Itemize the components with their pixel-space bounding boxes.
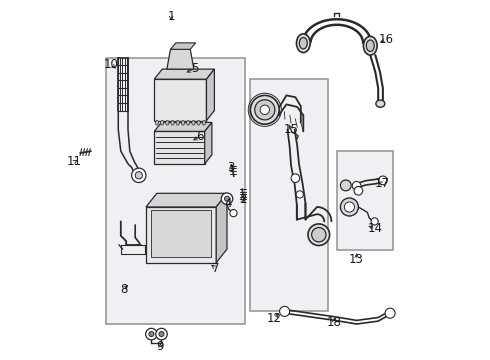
Text: 3: 3	[228, 161, 235, 174]
Circle shape	[135, 172, 143, 179]
Text: 7: 7	[212, 262, 219, 275]
Circle shape	[260, 105, 270, 114]
Ellipse shape	[296, 34, 310, 53]
Circle shape	[221, 193, 233, 204]
Circle shape	[280, 306, 290, 316]
Circle shape	[379, 176, 387, 185]
Circle shape	[341, 180, 351, 191]
Circle shape	[371, 218, 378, 225]
Ellipse shape	[202, 120, 205, 125]
Ellipse shape	[181, 120, 185, 125]
Polygon shape	[171, 43, 196, 49]
Circle shape	[156, 328, 167, 340]
Text: 17: 17	[375, 177, 390, 190]
Circle shape	[132, 168, 146, 183]
Circle shape	[224, 196, 229, 201]
Text: 15: 15	[284, 123, 298, 136]
Text: 16: 16	[379, 33, 393, 46]
Bar	[337, 151, 392, 250]
Text: 9: 9	[157, 340, 164, 353]
Polygon shape	[146, 193, 227, 207]
Text: 11: 11	[67, 156, 81, 168]
Text: 6: 6	[196, 130, 204, 143]
Circle shape	[308, 224, 330, 246]
Polygon shape	[154, 79, 206, 121]
Text: 1: 1	[168, 10, 175, 23]
Ellipse shape	[187, 120, 190, 125]
Circle shape	[146, 328, 157, 340]
Polygon shape	[167, 49, 194, 69]
Circle shape	[344, 202, 354, 212]
Circle shape	[291, 174, 300, 183]
Ellipse shape	[367, 40, 374, 51]
Ellipse shape	[364, 36, 377, 55]
Circle shape	[255, 100, 275, 120]
Ellipse shape	[192, 120, 195, 125]
Text: 5: 5	[191, 62, 198, 75]
Polygon shape	[151, 210, 211, 257]
Bar	[250, 79, 328, 311]
Polygon shape	[154, 69, 215, 79]
Text: 10: 10	[104, 58, 119, 71]
Circle shape	[250, 95, 279, 124]
Polygon shape	[154, 122, 212, 131]
Polygon shape	[216, 193, 227, 263]
Polygon shape	[205, 122, 212, 164]
Text: 2: 2	[239, 193, 246, 206]
Circle shape	[341, 198, 358, 216]
Polygon shape	[146, 207, 216, 263]
Ellipse shape	[299, 37, 307, 49]
Text: 14: 14	[368, 222, 383, 235]
Circle shape	[312, 228, 326, 242]
Text: 4: 4	[225, 197, 232, 210]
Circle shape	[354, 186, 363, 195]
Text: 18: 18	[327, 316, 342, 329]
Polygon shape	[206, 69, 215, 121]
Ellipse shape	[376, 100, 385, 107]
Text: 12: 12	[266, 312, 281, 325]
Circle shape	[296, 191, 303, 198]
Circle shape	[149, 332, 154, 337]
Bar	[106, 58, 245, 324]
Ellipse shape	[161, 120, 164, 125]
Ellipse shape	[197, 120, 200, 125]
Ellipse shape	[176, 120, 179, 125]
Ellipse shape	[171, 120, 174, 125]
Circle shape	[352, 181, 361, 190]
Circle shape	[159, 332, 164, 337]
Text: 8: 8	[120, 283, 127, 296]
Circle shape	[230, 210, 237, 217]
Ellipse shape	[166, 120, 169, 125]
Circle shape	[385, 308, 395, 318]
Ellipse shape	[155, 120, 158, 125]
Text: 13: 13	[349, 253, 364, 266]
Polygon shape	[154, 131, 205, 164]
